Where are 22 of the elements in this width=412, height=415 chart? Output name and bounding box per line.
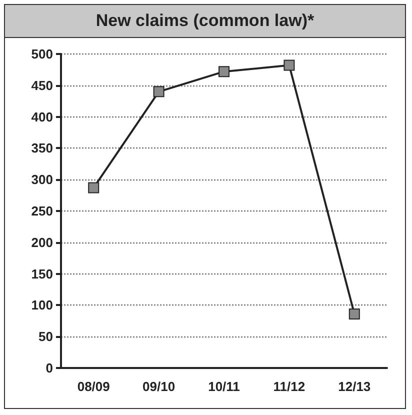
x-tick-label: 10/11 [208,379,240,394]
point [348,308,360,320]
y-tick-label: 0 [46,360,53,376]
y-tick-label: 100 [31,298,53,313]
y-tick-label: 300 [31,172,53,188]
point [153,86,164,98]
x-tick-label: 11/12 [273,379,306,394]
y-tick-label: 350 [31,140,53,156]
y-tick-label: 250 [31,204,53,218]
point [284,60,295,71]
x-tick-label: 08/09 [77,379,110,394]
y-tick-label: 500 [31,46,53,62]
point [218,66,230,78]
y-tick-label: 200 [31,234,53,250]
y-tick-label: 150 [31,266,53,282]
y-tick-label: 400 [31,109,53,124]
point [88,182,100,194]
chart-title: New claims (common law)* [5,5,405,38]
x-tick-label: 12/13 [338,379,371,394]
x-tick-label: 09/10 [142,379,176,394]
y-tick-label: 50 [38,329,53,344]
y-tick-label: 450 [31,78,53,93]
